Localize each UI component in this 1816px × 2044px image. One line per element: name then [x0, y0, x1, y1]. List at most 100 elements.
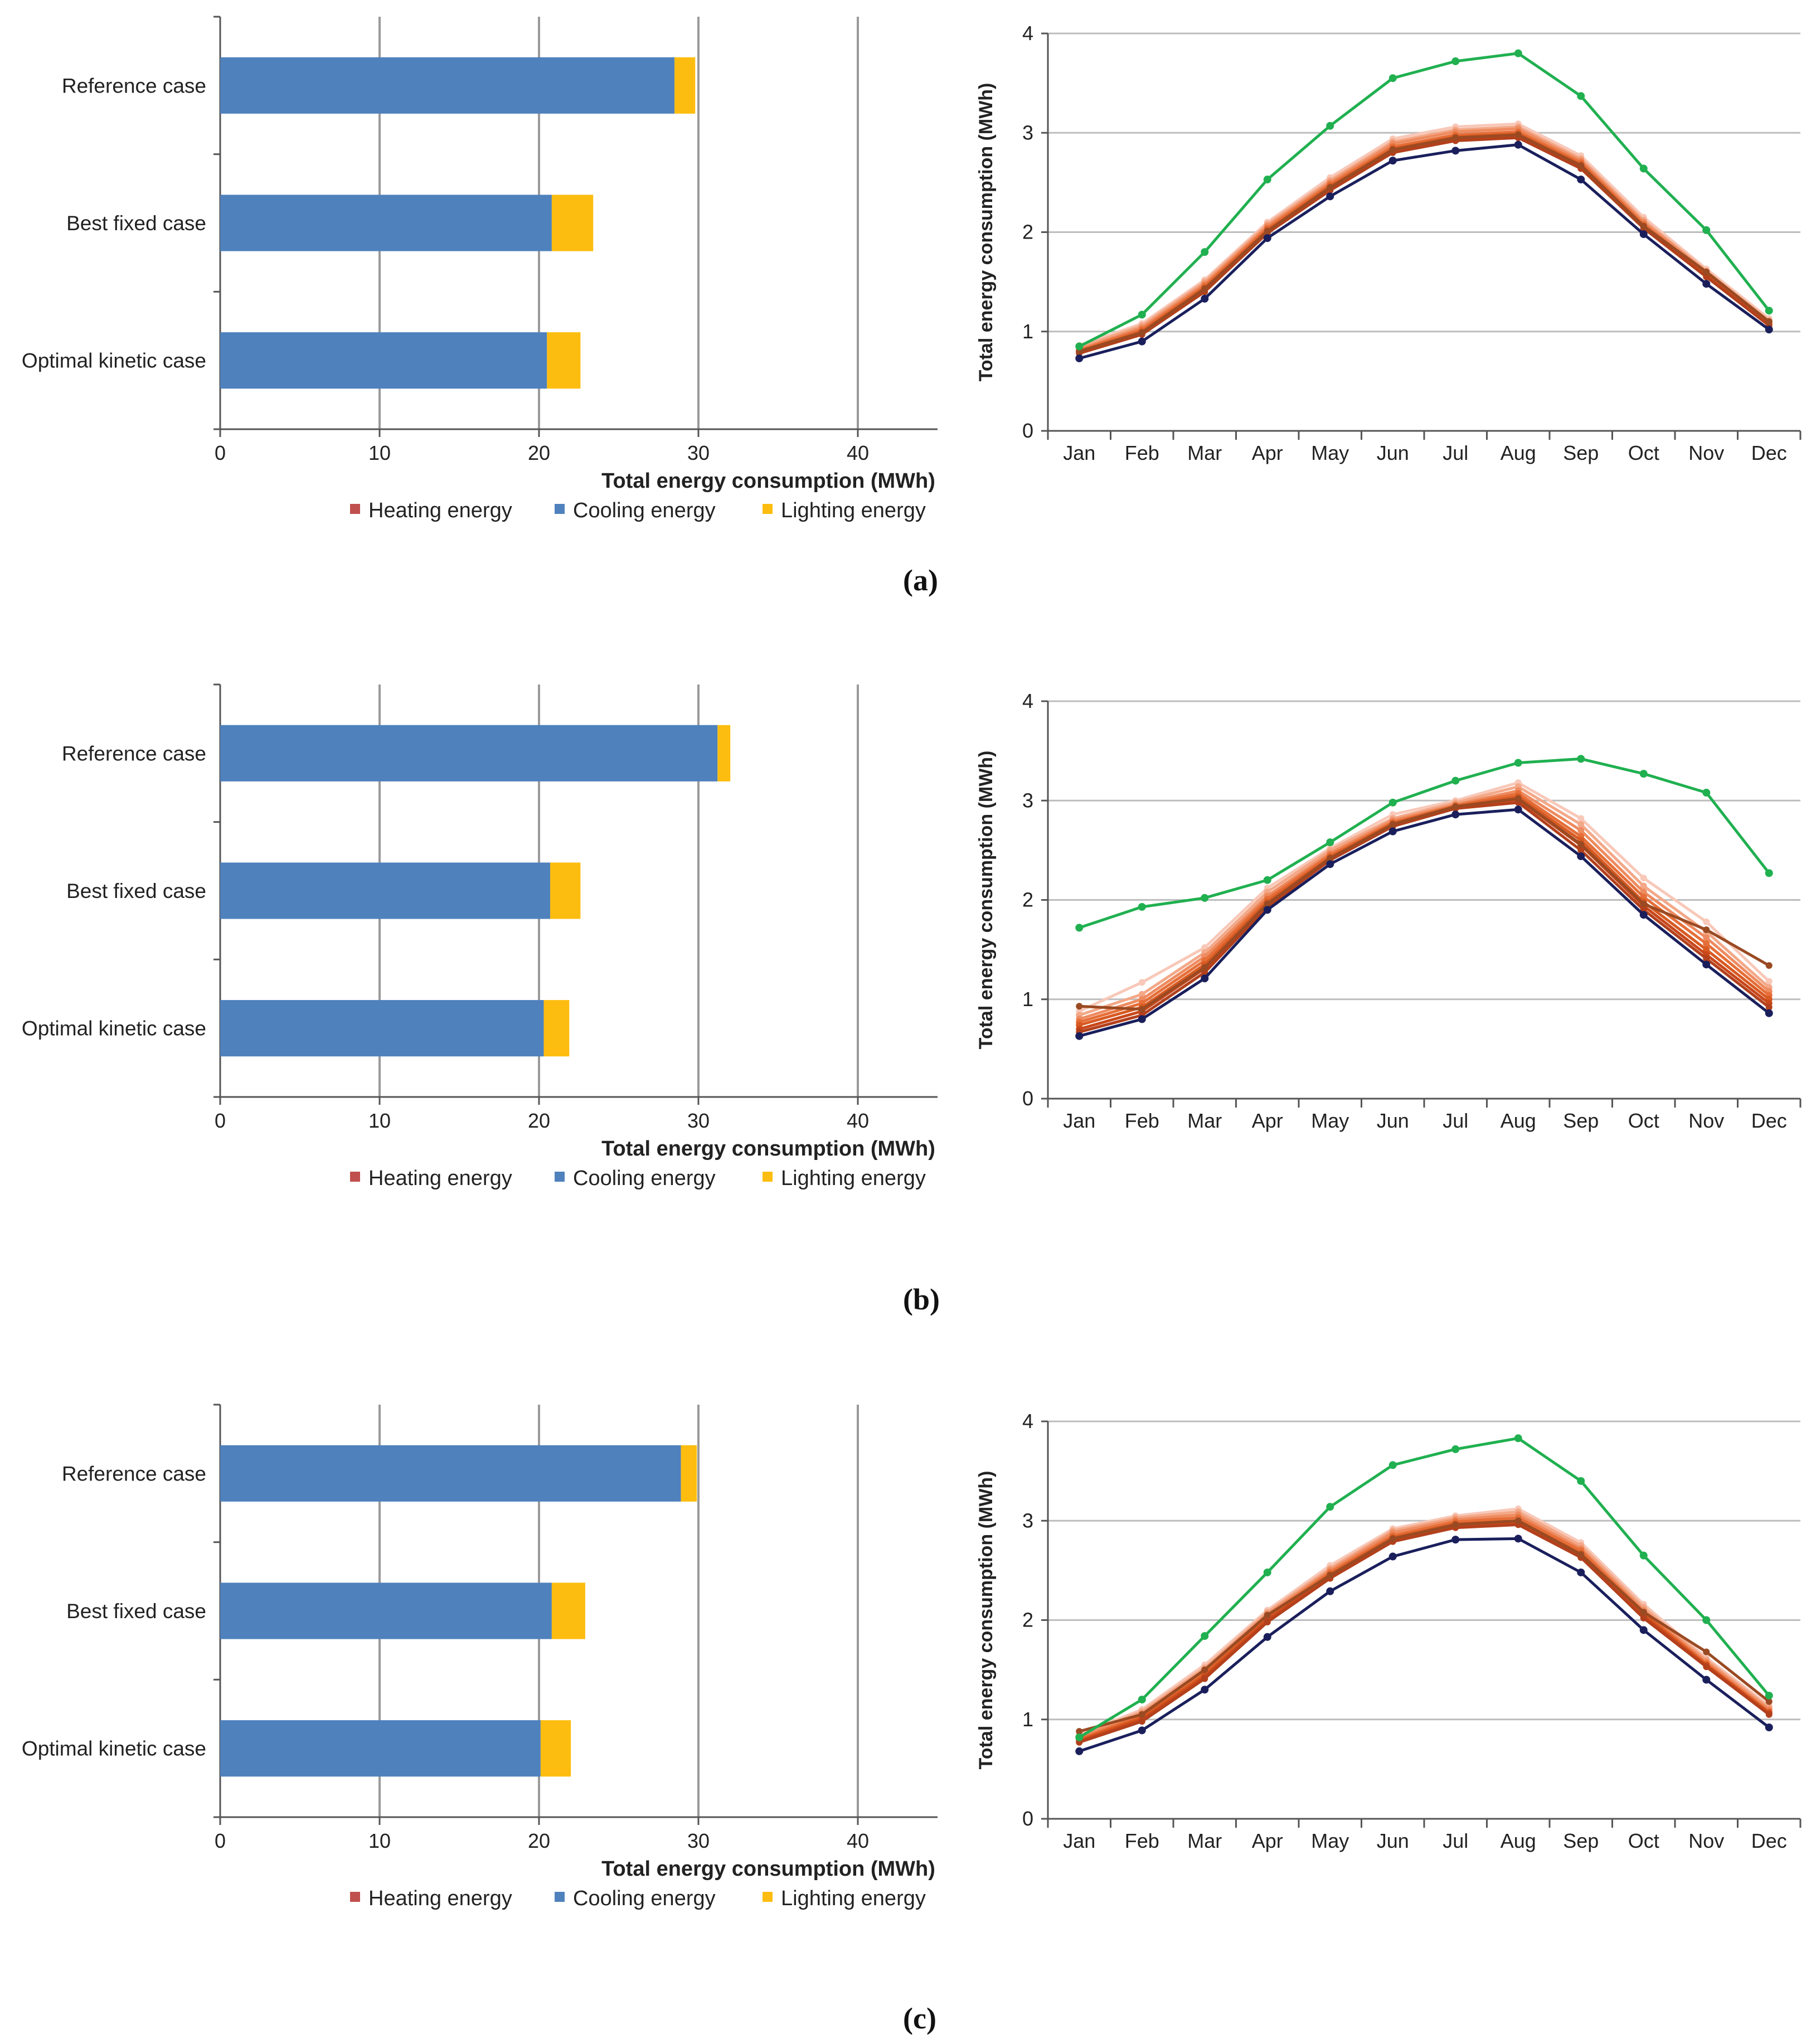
bar-lighting-energy [550, 862, 581, 919]
data-point [1388, 1552, 1397, 1561]
data-point [1640, 900, 1647, 907]
series-line [1079, 1519, 1770, 1742]
data-point [1451, 810, 1460, 819]
series-line [1079, 1507, 1770, 1736]
data-point [1326, 860, 1334, 868]
series-kinetic-8 [1076, 131, 1773, 355]
data-point [1327, 184, 1334, 191]
data-point [1201, 894, 1209, 902]
data-point [1703, 1648, 1710, 1655]
data-point [1451, 776, 1460, 785]
data-point [1327, 1572, 1334, 1579]
bar-x-tick-label: 30 [687, 1829, 710, 1852]
bar-cooling-energy [220, 332, 547, 389]
series-line [1079, 125, 1770, 349]
bar-x-axis-label: Total energy consumption (MWh) [601, 1857, 935, 1881]
data-point [1451, 147, 1460, 155]
line-x-tick-label: Feb [1125, 1829, 1159, 1852]
data-point [1577, 847, 1585, 854]
legend-label: Heating energy [368, 1167, 512, 1190]
data-point [1577, 176, 1585, 184]
bar-x-tick-label: 20 [528, 1829, 550, 1852]
data-point [1702, 788, 1711, 797]
data-point [1577, 755, 1585, 763]
legend-label: Cooling energy [573, 499, 716, 522]
data-point [1263, 1633, 1271, 1641]
data-point [1075, 1032, 1084, 1040]
bar-x-axis-label: Total energy consumption (MWh) [601, 469, 935, 493]
series-line [1079, 808, 1770, 1038]
data-point [1639, 164, 1648, 173]
legend-label: Lighting energy [781, 1887, 926, 1910]
bar-lighting-energy [717, 725, 731, 781]
data-point [1703, 918, 1710, 925]
data-point [1640, 222, 1647, 230]
data-point [1577, 1568, 1585, 1576]
data-point [1452, 1521, 1459, 1528]
data-point [1264, 1611, 1271, 1619]
data-point [1263, 906, 1271, 914]
bar-lighting-energy [674, 57, 696, 114]
data-point [1577, 162, 1585, 169]
data-point [1640, 875, 1647, 882]
bar-chart-c: 0 10 20 30 40 Reference case Best fixed case Op… [22, 1404, 938, 1910]
legend-swatch [763, 1892, 773, 1902]
series-kinetic-8 [1076, 795, 1773, 1013]
data-point [1264, 900, 1271, 907]
data-point [1514, 1434, 1522, 1443]
data-point [1389, 146, 1396, 153]
data-point [1703, 1663, 1710, 1671]
bar-category-label: Optimal kinetic case [22, 1017, 206, 1040]
series-line [1078, 1436, 1770, 1739]
line-x-tick-label: May [1311, 1109, 1349, 1132]
line-y-tick-label: 2 [1022, 221, 1033, 244]
series-line [1079, 781, 1770, 1013]
data-point [1577, 92, 1585, 100]
data-point [1388, 74, 1397, 82]
line-y-tick-label: 1 [1022, 320, 1033, 343]
series-best-fixed [1075, 140, 1773, 362]
data-point [1765, 307, 1773, 315]
data-point [1201, 969, 1208, 976]
series-kinetic-8 [1076, 1517, 1773, 1735]
series-best-fixed [1075, 1535, 1773, 1755]
line-x-tick-label: May [1311, 1829, 1349, 1852]
line-x-tick-label: Aug [1501, 1829, 1536, 1852]
series-line [1079, 797, 1770, 1011]
data-point [1514, 1517, 1522, 1524]
bar-x-tick-label: 0 [215, 1829, 226, 1852]
data-point [1639, 770, 1648, 778]
data-point [1263, 876, 1271, 884]
data-point [1765, 1009, 1773, 1017]
line-x-tick-label: Aug [1501, 441, 1536, 464]
bar-chart-a: 0 10 20 30 40 Reference case Best fixed case Op… [22, 16, 938, 522]
line-x-tick-label: Dec [1751, 1109, 1787, 1132]
data-point [1138, 979, 1145, 986]
line-x-tick-label: Aug [1501, 1109, 1536, 1132]
bar-category-label: Optimal kinetic case [22, 1737, 206, 1760]
data-point [1452, 803, 1459, 810]
data-point [1075, 1733, 1084, 1741]
series-line [1079, 795, 1770, 1027]
data-point [1514, 131, 1522, 138]
data-point [1765, 978, 1773, 985]
data-point [1765, 1711, 1773, 1718]
series-line [1079, 52, 1770, 348]
data-point [1138, 902, 1146, 911]
series-line [1079, 757, 1770, 929]
line-y-tick-label: 3 [1022, 121, 1033, 144]
bar-x-tick-label: 30 [687, 441, 710, 464]
line-x-tick-label: Oct [1628, 1829, 1659, 1852]
line-x-tick-label: Apr [1252, 1829, 1283, 1852]
series-line [1079, 1510, 1770, 1738]
series-best-fixed [1075, 805, 1773, 1040]
series-line [1079, 785, 1770, 1017]
data-point [1138, 329, 1145, 336]
bar-cooling-energy [220, 862, 551, 919]
series-line [1079, 1521, 1770, 1743]
data-point [1075, 354, 1084, 362]
data-point [1263, 1568, 1271, 1576]
data-point [1577, 841, 1585, 848]
bar-x-tick-label: 0 [215, 1109, 226, 1132]
line-x-tick-label: Jun [1377, 1109, 1409, 1132]
